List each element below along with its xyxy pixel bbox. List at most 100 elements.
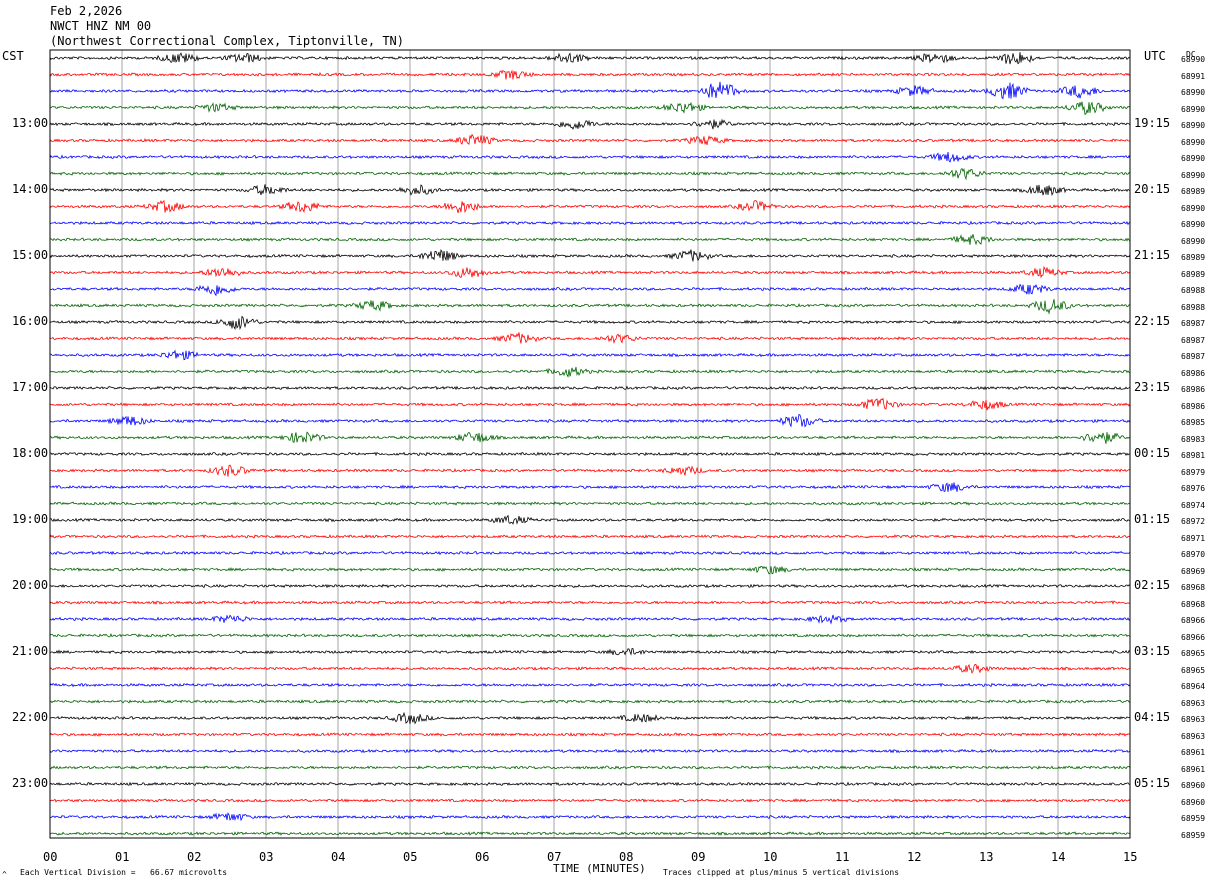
x-tick-label: 07 [547, 850, 562, 864]
right-time-label: 20:15 [1134, 182, 1171, 196]
right-time-label: 21:15 [1134, 248, 1171, 262]
trace-line [49, 248, 1131, 262]
trace-line [49, 798, 1131, 803]
x-tick-label: 04 [331, 850, 346, 864]
x-tick-label: 15 [1123, 850, 1138, 864]
x-tick-label: 08 [619, 850, 634, 864]
x-tick-label: 02 [187, 850, 202, 864]
location-title: (Northwest Correctional Complex, Tiptonv… [50, 34, 405, 48]
dc-offset-label: 68959 [1181, 830, 1206, 840]
dc-offset-label: 68972 [1181, 517, 1206, 526]
trace-line [49, 831, 1131, 836]
dc-offset-label: 68989 [1181, 253, 1206, 262]
trace-line [49, 600, 1131, 605]
dc-offset-label: 68987 [1181, 319, 1206, 328]
trace-line [49, 748, 1131, 754]
trace-line [49, 283, 1131, 297]
scale-note: Each Vertical Division = 66.67 microvolt… [20, 868, 228, 877]
trace-line [49, 199, 1131, 214]
trace-line [49, 81, 1131, 100]
right-zone-label: UTC [1144, 49, 1166, 63]
left-time-label: 14:00 [12, 182, 49, 196]
trace-line [49, 413, 1131, 428]
left-time-label: 13:00 [12, 116, 49, 130]
dc-offset-label: 68990 [1181, 154, 1206, 163]
dc-offset-label: 68986 [1181, 385, 1206, 394]
trace-line [49, 663, 1131, 674]
dc-offset-label: 68989 [1181, 187, 1206, 196]
left-zone-label: CST [2, 49, 24, 63]
trace-line [49, 765, 1131, 770]
dc-offset-label: 68985 [1181, 418, 1206, 427]
trace-line [49, 385, 1131, 391]
trace-line [49, 184, 1131, 197]
x-tick-label: 13 [979, 850, 994, 864]
trace-line [49, 812, 1131, 822]
trace-line [49, 464, 1131, 477]
right-time-label: 03:15 [1134, 644, 1171, 658]
left-time-label: 17:00 [12, 380, 49, 394]
dc-offset-label: 68990 [1181, 104, 1206, 114]
trace-line [49, 732, 1131, 737]
right-time-label: 04:15 [1134, 710, 1171, 724]
trace-line [49, 315, 1131, 331]
trace-line [49, 682, 1131, 688]
right-time-label: 23:15 [1134, 380, 1171, 394]
dc-offset-label: 68987 [1181, 335, 1206, 345]
right-time-label: 19:15 [1134, 116, 1171, 130]
trace-line [50, 332, 1131, 345]
dc-offset-label: 68988 [1181, 286, 1206, 295]
dc-offset-label: 68991 [1181, 71, 1206, 81]
dc-offset-label: 68988 [1181, 302, 1206, 312]
trace-line [50, 167, 1131, 181]
dc-offset-label: 68989 [1181, 269, 1206, 279]
dc-offset-label: 68990 [1181, 203, 1206, 213]
dc-label: DC [1186, 50, 1196, 59]
x-tick-label: 14 [1051, 850, 1066, 864]
trace-line [49, 265, 1131, 279]
seismic-traces [49, 52, 1131, 836]
trace-line [49, 366, 1130, 378]
trace-line [49, 501, 1131, 506]
dc-offset-label: 68990 [1181, 236, 1206, 246]
clip-note: Traces clipped at plus/minus 5 vertical … [663, 868, 900, 877]
minute-gridlines [121, 50, 1059, 838]
trace-line [49, 69, 1131, 80]
trace-line [49, 299, 1131, 315]
dc-offset-label: 68966 [1181, 616, 1206, 625]
trace-line [49, 699, 1131, 704]
dc-offset-label: 68964 [1181, 682, 1206, 691]
dc-offset-label: 68990 [1181, 170, 1206, 180]
dc-offset-label: 68986 [1181, 368, 1206, 378]
dc-offset-label: 68970 [1181, 550, 1206, 559]
trace-line [49, 648, 1131, 656]
x-tick-label: 06 [475, 850, 490, 864]
date-title: Feb 2,2026 [50, 4, 123, 18]
trace-line [50, 451, 1131, 457]
x-tick-label: 05 [403, 850, 418, 864]
right-time-label: 02:15 [1134, 578, 1171, 592]
trace-line [49, 534, 1130, 539]
trace-line [49, 220, 1131, 226]
dc-offset-label: 68983 [1181, 434, 1206, 444]
dc-offset-label: 68960 [1181, 797, 1206, 807]
right-time-label: 00:15 [1134, 446, 1171, 460]
trace-line [49, 118, 1131, 130]
left-time-label: 18:00 [12, 446, 49, 460]
trace-line [49, 133, 1131, 145]
dc-offset-label: 68963 [1181, 698, 1206, 708]
corner-mark: ^ [2, 870, 7, 879]
dc-offset-label: 68990 [1181, 88, 1206, 97]
trace-line [49, 614, 1131, 625]
plot-frame [49, 49, 1131, 839]
dc-offset-label: 68979 [1181, 467, 1206, 477]
left-time-label: 15:00 [12, 248, 49, 262]
trace-line [49, 711, 1131, 725]
dc-offset-label: 68990 [1181, 220, 1206, 229]
trace-line [49, 152, 1131, 163]
dc-offset-label: 68961 [1181, 748, 1206, 757]
dc-offset-label: 68969 [1181, 566, 1206, 576]
dc-offset-label: 68965 [1181, 649, 1206, 658]
trace-line [49, 565, 1131, 575]
